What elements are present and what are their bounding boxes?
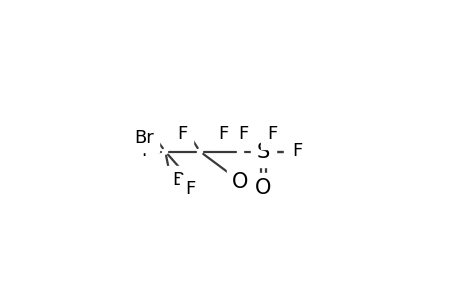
Text: O: O (255, 178, 271, 199)
Text: F: F (238, 125, 248, 143)
Text: Br: Br (134, 129, 153, 147)
Text: Br: Br (172, 171, 191, 189)
Text: F: F (292, 142, 302, 160)
Text: F: F (141, 142, 151, 160)
Text: F: F (177, 125, 187, 143)
Text: S: S (256, 142, 269, 161)
Text: O: O (290, 142, 306, 161)
Text: F: F (185, 180, 196, 198)
Text: O: O (232, 172, 248, 191)
Text: F: F (266, 125, 277, 143)
Text: F: F (218, 125, 228, 143)
